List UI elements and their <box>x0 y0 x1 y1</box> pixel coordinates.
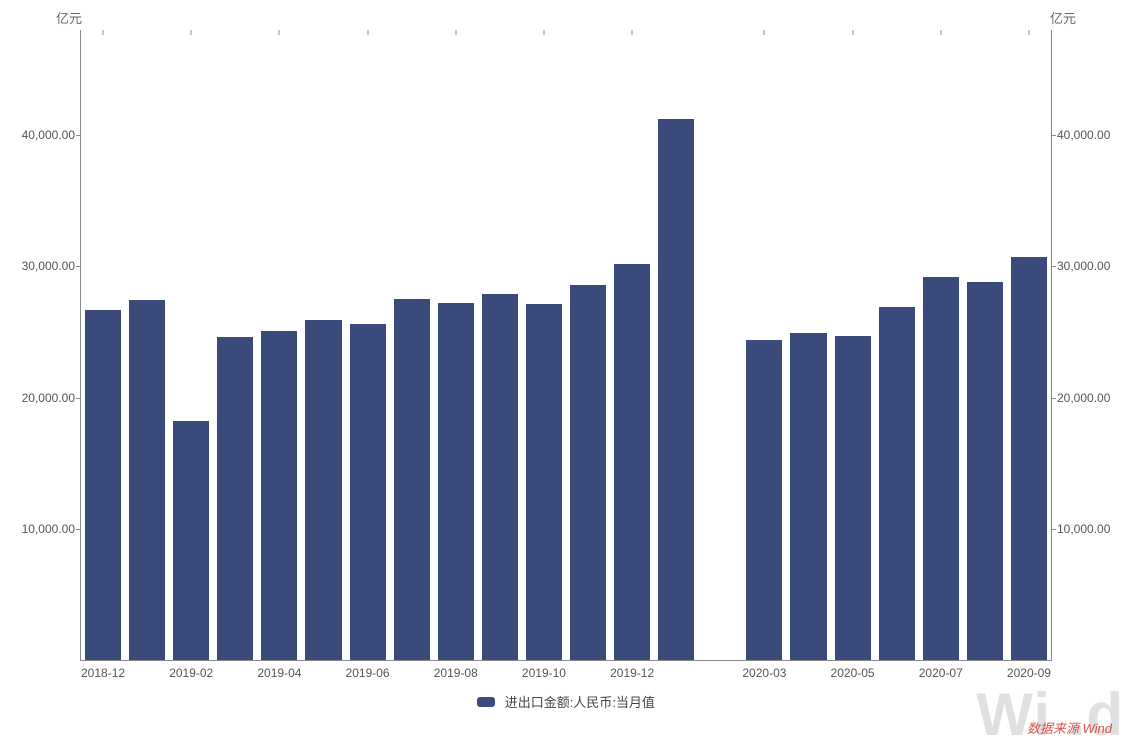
bar <box>790 333 826 660</box>
xtick-label: 2018-12 <box>81 660 125 680</box>
ytick-left: 30,000.00 <box>22 260 81 272</box>
bar <box>1011 257 1047 660</box>
source-label: 数据来源 Wind <box>1027 718 1112 737</box>
xtick-label: 2019-12 <box>610 660 654 680</box>
bar <box>526 304 562 660</box>
bar <box>570 285 606 660</box>
bars-layer <box>81 30 1051 660</box>
bar <box>923 277 959 660</box>
xtick-label: 2019-10 <box>522 660 566 680</box>
y-unit-left: 亿元 <box>56 8 82 27</box>
bar <box>350 324 386 660</box>
bar <box>217 337 253 660</box>
xtick-label: 2020-05 <box>831 660 875 680</box>
ytick-left: 10,000.00 <box>22 523 81 535</box>
xtick-label: 2019-04 <box>257 660 301 680</box>
bar <box>85 310 121 660</box>
ytick-left: 20,000.00 <box>22 392 81 404</box>
ytick-right: 30,000.00 <box>1051 260 1110 272</box>
xtick-label: 2020-09 <box>1007 660 1051 680</box>
bar <box>746 340 782 660</box>
xtick-label: 2019-02 <box>169 660 213 680</box>
chart-container: 亿元 亿元 10,000.0010,000.0020,000.0020,000.… <box>0 0 1132 751</box>
bar <box>129 300 165 660</box>
legend-label: 进出口金额:人民币:当月值 <box>505 695 655 710</box>
ytick-right: 20,000.00 <box>1051 392 1110 404</box>
ytick-right: 10,000.00 <box>1051 523 1110 535</box>
bar <box>173 421 209 660</box>
bar <box>614 264 650 660</box>
legend-swatch <box>477 697 495 707</box>
watermark: Wi .d <box>976 680 1124 749</box>
bar <box>482 294 518 660</box>
xtick-label: 2020-03 <box>742 660 786 680</box>
bar <box>261 331 297 660</box>
ytick-left: 40,000.00 <box>22 129 81 141</box>
bar <box>305 320 341 660</box>
bar <box>394 299 430 660</box>
bar <box>835 336 871 660</box>
bar <box>967 282 1003 660</box>
bar <box>438 303 474 660</box>
ytick-right: 40,000.00 <box>1051 129 1110 141</box>
legend: 进出口金额:人民币:当月值 <box>0 692 1132 711</box>
bar <box>879 307 915 660</box>
xtick-label: 2020-07 <box>919 660 963 680</box>
xtick-label: 2019-06 <box>346 660 390 680</box>
bar <box>658 119 694 660</box>
xtick-label: 2019-08 <box>434 660 478 680</box>
plot-area: 10,000.0010,000.0020,000.0020,000.0030,0… <box>80 30 1052 661</box>
y-unit-right: 亿元 <box>1050 8 1076 27</box>
